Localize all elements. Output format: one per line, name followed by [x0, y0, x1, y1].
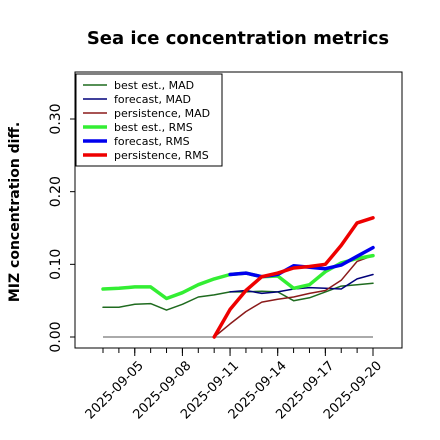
series-line-5: [212, 216, 375, 339]
plot-frame: [74, 71, 403, 349]
y-axis: 0.00 0.10 0.20 0.30: [48, 103, 75, 353]
legend-label: persistence, RMS: [114, 149, 209, 162]
y-tick-label: 0.00: [48, 321, 64, 352]
series-line-2: [213, 254, 374, 338]
series-layer: [101, 216, 375, 339]
series-line-1: [229, 273, 374, 295]
legend-label: forecast, MAD: [114, 93, 191, 106]
legend-label: forecast, RMS: [114, 135, 190, 148]
legend-label: best est., RMS: [114, 121, 193, 134]
y-tick-label: 0.30: [48, 103, 64, 134]
legend-box: [75, 73, 223, 167]
series-line-4: [228, 245, 375, 279]
x-axis: 2025-09-052025-09-082025-09-112025-09-14…: [83, 348, 385, 422]
y-axis-label: MIZ concentration diff.: [7, 122, 23, 302]
y-tick-label: 0.10: [48, 249, 64, 280]
legend-label: persistence, MAD: [114, 107, 210, 120]
y-tick-label: 0.20: [48, 176, 64, 207]
chart-title: Sea ice concentration metrics: [87, 28, 389, 49]
legend-label: best est., MAD: [114, 79, 194, 92]
